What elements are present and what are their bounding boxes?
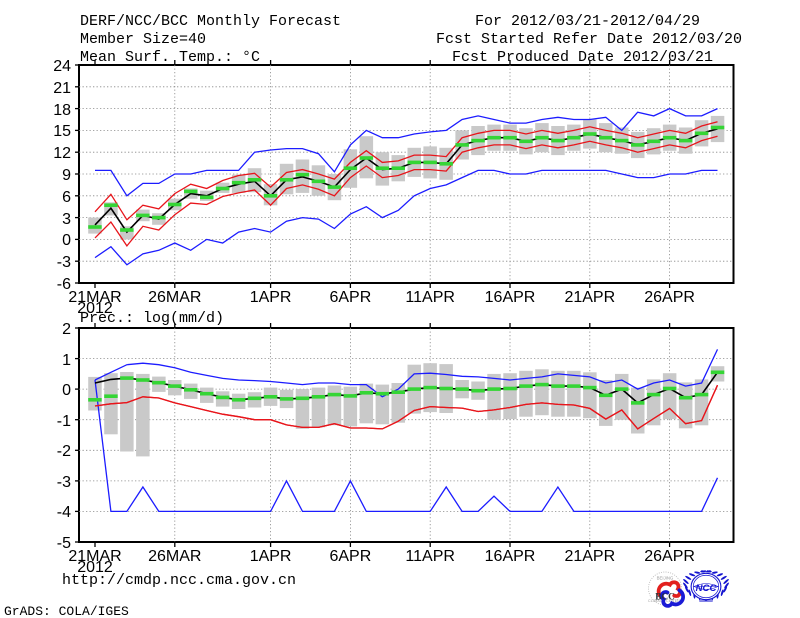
svg-text:BEIJING: BEIJING [657, 576, 674, 581]
svg-text:BCC: BCC [655, 591, 675, 601]
svg-text:NCC: NCC [696, 583, 718, 594]
svg-text:WMO: WMO [701, 568, 711, 573]
